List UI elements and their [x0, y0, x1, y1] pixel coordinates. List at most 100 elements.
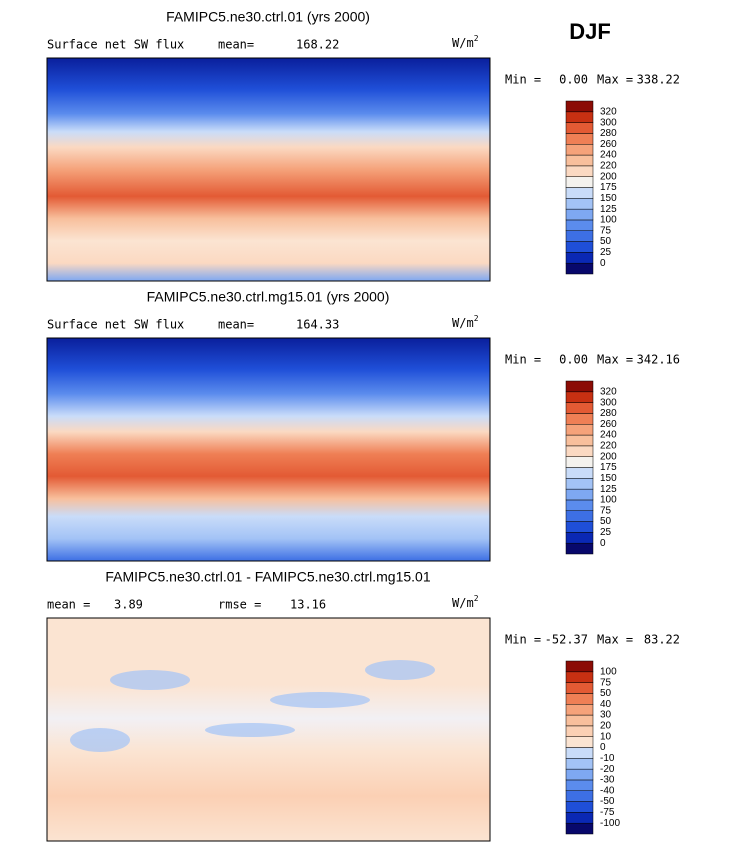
colorbar-swatch: [565, 725, 594, 737]
colorbar-label: 25: [600, 527, 612, 538]
colorbar-label: 10: [600, 731, 612, 742]
colorbar-swatch: [565, 682, 594, 694]
colorbar-swatch: [565, 790, 594, 802]
colorbar-label: 30: [600, 710, 612, 721]
season-label: DJF: [569, 19, 611, 44]
colorbar-swatch: [565, 133, 594, 145]
max-label: Max =: [597, 73, 633, 87]
stat-value: 168.22: [296, 38, 339, 52]
max-value: 338.22: [637, 73, 680, 87]
colorbar-swatch: [565, 812, 594, 824]
colorbar-swatch: [565, 391, 594, 403]
units-base: W/m: [452, 596, 474, 610]
stat-label: rmse =: [218, 598, 261, 612]
colorbar-swatch: [565, 704, 594, 716]
colorbar-label: 300: [600, 117, 617, 128]
colorbar-swatch: [565, 660, 594, 673]
map-anomaly: [270, 692, 370, 708]
panel-title: FAMIPC5.ne30.ctrl.01 - FAMIPC5.ne30.ctrl…: [105, 569, 430, 585]
colorbar-label: -10: [600, 753, 615, 764]
colorbar-label: 260: [600, 419, 617, 430]
map-anomaly: [365, 660, 435, 680]
min-label: Min =: [505, 73, 541, 87]
colorbar-swatch: [565, 499, 594, 511]
max-label: Max =: [597, 353, 633, 367]
colorbar-swatch: [565, 165, 594, 177]
map-anomaly: [205, 723, 295, 737]
colorbar-swatch: [565, 380, 594, 393]
colorbar-swatch: [565, 467, 594, 479]
max-label: Max =: [597, 633, 633, 647]
max-value: 83.22: [644, 633, 680, 647]
colorbar-label: 240: [600, 150, 617, 161]
colorbar-label: 0: [600, 258, 606, 269]
colorbar-label: -75: [600, 807, 615, 818]
colorbar-swatch: [565, 801, 594, 813]
max-value: 342.16: [637, 353, 680, 367]
stat-label: mean=: [218, 38, 254, 52]
colorbar-swatch: [565, 758, 594, 770]
colorbar-label: 200: [600, 171, 617, 182]
colorbar-swatch: [565, 542, 594, 555]
colorbar-label: 0: [600, 538, 606, 549]
colorbar-swatch: [565, 111, 594, 123]
colorbar-swatch: [565, 822, 594, 835]
colorbar-swatch: [565, 747, 594, 759]
colorbar-label: -20: [600, 764, 615, 775]
colorbar-swatch: [565, 198, 594, 210]
colorbar-swatch: [565, 100, 594, 113]
colorbar-swatch: [565, 208, 594, 221]
colorbar-label: 320: [600, 106, 617, 117]
units-exponent: 2: [474, 34, 479, 43]
colorbar-swatch: [565, 693, 594, 705]
map-field: [46, 337, 491, 562]
colorbar-swatch: [565, 154, 594, 167]
map-field: [46, 57, 491, 282]
colorbar-swatch: [565, 532, 594, 544]
colorbar-label: 260: [600, 139, 617, 150]
colorbar-label: 50: [600, 516, 612, 527]
map-anomaly: [70, 728, 130, 752]
map-anomaly: [110, 670, 190, 690]
min-label: Min =: [505, 633, 541, 647]
colorbar-swatch: [565, 187, 594, 199]
colorbar-label: 220: [600, 441, 617, 452]
colorbar-swatch: [565, 144, 594, 156]
colorbar-label: 50: [600, 236, 612, 247]
colorbar-label: 20: [600, 721, 612, 732]
units-exponent: 2: [474, 594, 479, 603]
units: W/m2: [452, 314, 479, 330]
colorbar-label: 220: [600, 161, 617, 172]
colorbar-label: 100: [600, 666, 617, 677]
stat-label: Surface net SW flux: [47, 318, 184, 332]
colorbar-swatch: [565, 714, 594, 727]
min-value: 0.00: [559, 73, 588, 87]
colorbar-swatch: [565, 779, 594, 791]
units-base: W/m: [452, 36, 474, 50]
stat-value: 3.89: [114, 598, 143, 612]
min-value: -52.37: [545, 633, 588, 647]
stat-value: 13.16: [290, 598, 326, 612]
stat-value: 164.33: [296, 318, 339, 332]
stat-label: Surface net SW flux: [47, 38, 184, 52]
colorbar-swatch: [565, 219, 594, 231]
colorbar-swatch: [565, 402, 594, 414]
units-base: W/m: [452, 316, 474, 330]
colorbar-label: 200: [600, 451, 617, 462]
colorbar-swatch: [565, 768, 594, 781]
colorbar-label: -30: [600, 775, 615, 786]
colorbar-swatch: [565, 488, 594, 501]
colorbar-label: 100: [600, 215, 617, 226]
colorbar-label: 40: [600, 699, 612, 710]
colorbar-swatch: [565, 424, 594, 436]
colorbar-swatch: [565, 434, 594, 447]
colorbar-label: -100: [600, 818, 620, 829]
colorbar-swatch: [565, 252, 594, 264]
panel-title: FAMIPC5.ne30.ctrl.mg15.01 (yrs 2000): [147, 289, 390, 305]
colorbar-label: 175: [600, 462, 617, 473]
colorbar-swatch: [565, 122, 594, 134]
colorbar-label: 75: [600, 505, 612, 516]
colorbar-swatch: [565, 230, 594, 242]
colorbar-swatch: [565, 478, 594, 490]
colorbar-swatch: [565, 510, 594, 522]
